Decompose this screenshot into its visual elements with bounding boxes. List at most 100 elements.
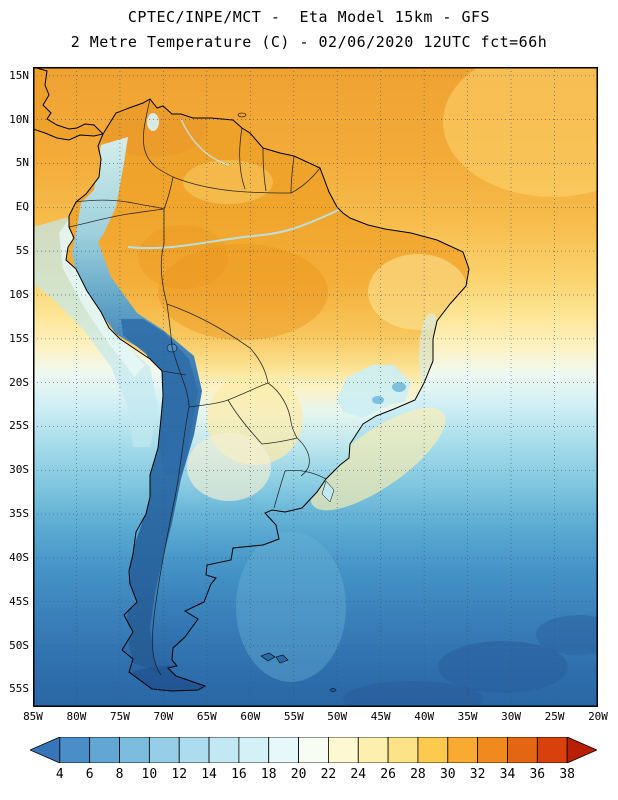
- colorbar-tick-label: 36: [529, 767, 546, 782]
- ne-brazil-mild-patch: [368, 254, 468, 330]
- colorbar-labels: 4 6 8 10 12 14 16 18 20 22 24 26 28 30 32 34 36 38: [30, 767, 597, 783]
- islands: [237, 112, 337, 692]
- guiana-highlands-patch: [183, 160, 273, 204]
- colorbar-tick-label: 6: [85, 767, 94, 782]
- colorbar-tick-label: 26: [380, 767, 396, 782]
- brazil-current-warm-tongue: [310, 407, 446, 511]
- andes-cold-band: [72, 137, 202, 675]
- y-axis-label: 35S: [9, 507, 29, 521]
- x-axis-label: 65W: [196, 710, 217, 723]
- colorbar-tick-label: 38: [559, 767, 575, 782]
- x-axis-label: 45W: [370, 710, 391, 723]
- x-axis-label: 55W: [283, 710, 304, 723]
- amazon-river: [127, 209, 340, 250]
- colorbar-segment: [536, 736, 568, 764]
- colorbar-tick-label: 22: [320, 767, 337, 782]
- y-axis-label: 10N: [9, 112, 29, 126]
- colorbar-tick-label: 32: [469, 767, 486, 782]
- y-axis-label: 5N: [15, 156, 29, 170]
- colorbar-segment: [447, 736, 479, 764]
- y-axis-label: 15N: [9, 68, 29, 82]
- colorbar-segment: [119, 736, 150, 764]
- y-axis-label: EQ: [15, 200, 29, 214]
- x-axis-label: 40W: [414, 710, 435, 723]
- y-axis-label: 15S: [9, 331, 29, 345]
- x-axis-label: 75W: [109, 710, 130, 723]
- colorbar: 4 6 8 10 12 14 16 18 20 22 24 26 28 30 32 34 36 38: [28, 736, 599, 792]
- sierra-nevada-cold-spot: [147, 113, 159, 131]
- colorbar-segment: [148, 736, 180, 764]
- orinoco-river: [180, 118, 230, 166]
- warm-atlantic-patch: [443, 47, 618, 197]
- colorbar-segment: [507, 736, 538, 764]
- x-axis-label: 50W: [327, 710, 348, 723]
- colorbar-tick-label: 30: [439, 767, 456, 782]
- colorbar-segment: [477, 736, 508, 764]
- falkland-islands: [260, 652, 289, 664]
- y-axis-label: 55S: [9, 682, 29, 696]
- colorbar-segment: [387, 736, 419, 764]
- colorbar-tick-label: 12: [171, 767, 188, 782]
- colorbar-segment: [357, 736, 389, 764]
- y-axis-label: 20S: [9, 375, 29, 389]
- se-brazil-cool-patch: [337, 365, 411, 418]
- y-axis-label: 5S: [15, 244, 29, 258]
- colorbar-segment: [298, 736, 329, 764]
- colorbar-segment: [417, 736, 449, 764]
- colorbar-tick-label: 34: [499, 767, 516, 782]
- amazon-warm-patch: [138, 225, 228, 289]
- colorbar-segment: [238, 736, 270, 764]
- colorbar-tick-label: 24: [350, 767, 367, 782]
- colorbar-segment: [268, 736, 299, 764]
- x-axis-label: 30W: [501, 710, 521, 723]
- y-axis-label: 25S: [9, 419, 29, 433]
- colorbar-segment: [208, 736, 240, 764]
- colorbar-segment: [59, 736, 91, 764]
- central-america-landmass: [32, 66, 104, 141]
- colorbar-tick-label: 18: [260, 767, 277, 782]
- patagonian-shelf-band: [236, 532, 346, 682]
- colorbar-tick-label: 10: [141, 767, 158, 782]
- colorbar-tick-label: 20: [290, 767, 307, 782]
- y-axis-label: 10S: [9, 287, 29, 301]
- x-axis-label: 85W: [23, 710, 43, 723]
- serra-cold-spot: [392, 382, 406, 392]
- trinidad-island: [237, 112, 247, 118]
- colorbar-tick-label: 16: [231, 767, 247, 782]
- humboldt-cold-tongue: [33, 217, 158, 447]
- colorbar-segment: [178, 736, 210, 764]
- title-line-1: CPTEC/INPE/MCT - Eta Model 15km - GFS: [127, 8, 491, 26]
- y-axis: 15N 10N 5N EQ 5S 10S 15S 20S 25S 30S 35S 40S 45S 50S 5…: [0, 67, 31, 707]
- x-axis-label: 35W: [457, 710, 478, 723]
- map-svg: [32, 47, 618, 717]
- colorbar-tick-label: 14: [201, 767, 217, 782]
- x-axis-label: 60W: [240, 710, 261, 723]
- colorbar-segment: [328, 736, 359, 764]
- lagoa-dos-patos: [321, 480, 335, 503]
- serra-cold-spot: [372, 396, 384, 404]
- country-borders: [68, 99, 327, 676]
- map-frame: [33, 67, 598, 707]
- colorbar-segment: [28, 736, 61, 764]
- title-line-2: 2 Metre Temperature (C) - 02/06/2020 12U…: [70, 33, 548, 51]
- y-axis-label: 40S: [9, 550, 29, 564]
- y-axis-label: 30S: [9, 463, 29, 477]
- map-area: [32, 47, 618, 717]
- x-axis: 85W 80W 75W 70W 65W 60W 55W 50W 45W 40W 35W 30W 25W 2…: [0, 710, 618, 724]
- colorbar-tick-label: 28: [410, 767, 426, 782]
- north-argentina-mild-patch: [187, 433, 271, 501]
- colorbar-segment: [89, 736, 120, 764]
- y-axis-label: 45S: [9, 594, 29, 608]
- colorbar-tick-label: 8: [115, 767, 124, 782]
- x-axis-label: 70W: [153, 710, 174, 723]
- colorbar-tick-label: 4: [55, 767, 64, 782]
- colorbar-svg: [28, 736, 599, 764]
- x-axis-label: 20W: [588, 710, 608, 723]
- coastal-upwelling-band: [59, 219, 145, 377]
- y-axis-label: 50S: [9, 638, 29, 652]
- x-axis-label: 80W: [66, 710, 87, 723]
- colorbar-segment: [566, 736, 599, 764]
- cold-ocean-patch: [438, 641, 568, 693]
- x-axis-label: 25W: [544, 710, 565, 723]
